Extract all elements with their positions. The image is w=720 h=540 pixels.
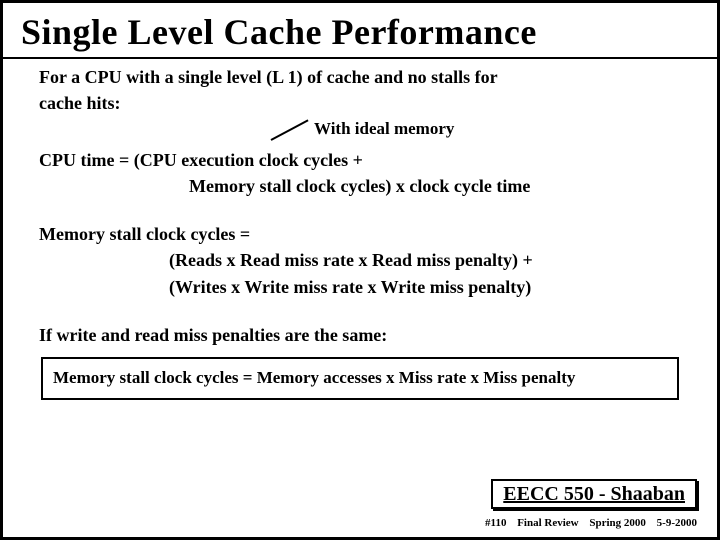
intro-line-2: cache hits: [39, 91, 681, 115]
memstall-line-3: (Writes x Write miss rate x Write miss p… [39, 275, 681, 299]
footer-slide-number: #110 [485, 517, 506, 529]
slide-title: Single Level Cache Performance [3, 3, 717, 59]
boxed-equation: Memory stall clock cycles = Memory acces… [41, 357, 679, 400]
footer-date: 5-9-2000 [657, 517, 697, 529]
ideal-memory-annotation: With ideal memory [39, 118, 681, 146]
footer-term: Spring 2000 [589, 517, 646, 529]
slide-content: For a CPU with a single level (L 1) of c… [3, 59, 717, 400]
memstall-line-2: (Reads x Read miss rate x Read miss pena… [39, 248, 681, 272]
if-same-penalty-line: If write and read miss penalties are the… [39, 323, 681, 347]
footer-review-label: Final Review [517, 517, 578, 529]
ideal-memory-label: With ideal memory [314, 118, 454, 141]
memstall-line-1: Memory stall clock cycles = [39, 222, 681, 246]
slide-frame: Single Level Cache Performance For a CPU… [0, 0, 720, 540]
cpu-time-line-1: CPU time = (CPU execution clock cycles + [39, 148, 681, 172]
pointer-line-icon [271, 119, 309, 140]
course-footer-box: EECC 550 - Shaaban [491, 479, 697, 509]
cpu-time-line-2: Memory stall clock cycles) x clock cycle… [39, 174, 681, 198]
intro-line-1: For a CPU with a single level (L 1) of c… [39, 65, 681, 89]
slide-footer-meta: #110 Final Review Spring 2000 5-9-2000 [477, 517, 697, 529]
